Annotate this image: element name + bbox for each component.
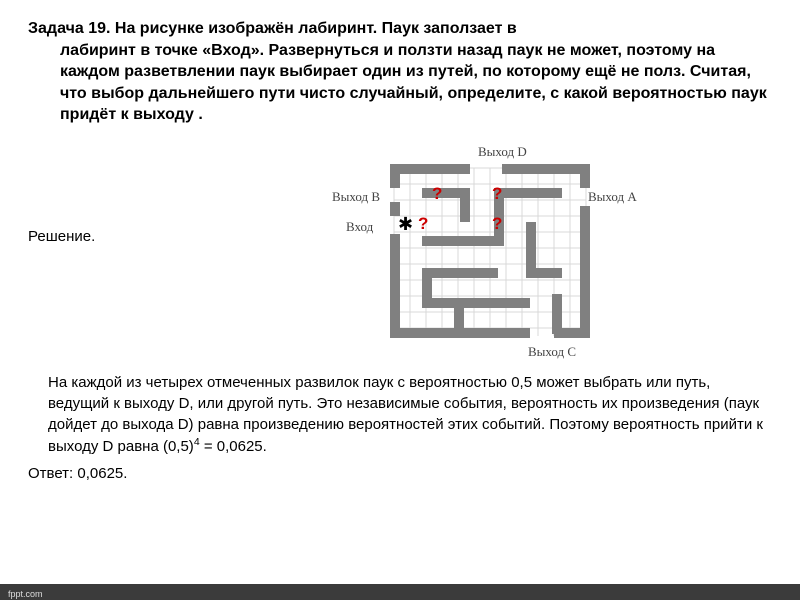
explanation-main: На каждой из четырех отмеченных развилок… — [48, 374, 763, 455]
problem-statement: Задача 19. На рисунке изображён лабиринт… — [28, 18, 772, 126]
slide: Задача 19. На рисунке изображён лабиринт… — [0, 0, 800, 600]
problem-rest: лабиринт в точке «Вход». Развернуться и … — [28, 40, 772, 126]
label-exit-a: Выход A — [588, 189, 637, 205]
label-exit-c: Выход C — [528, 344, 576, 360]
answer-line: Ответ: 0,0625. — [28, 465, 772, 482]
solution-label: Решение. — [28, 228, 95, 245]
middle-row: Решение. Выход D Выход B Выход A Вход Вы… — [28, 144, 772, 364]
branch-mark-3: ? — [418, 214, 428, 234]
label-entrance: Вход — [346, 219, 373, 235]
maze-svg — [298, 144, 658, 364]
maze-diagram: Выход D Выход B Выход A Вход Выход C — [298, 144, 658, 364]
problem-title-line: Задача 19. На рисунке изображён лабиринт… — [28, 20, 517, 37]
branch-mark-2: ? — [492, 184, 502, 204]
footer-bar: fppt.com — [0, 584, 800, 600]
footer-text: fppt.com — [0, 589, 43, 599]
spider-icon: ✱ — [398, 215, 413, 233]
label-exit-d: Выход D — [478, 144, 527, 160]
explanation-tail: = 0,0625. — [200, 438, 267, 455]
branch-mark-4: ? — [492, 214, 502, 234]
branch-mark-1: ? — [432, 184, 442, 204]
label-exit-b: Выход B — [332, 189, 380, 205]
explanation: На каждой из четырех отмеченных развилок… — [28, 372, 772, 457]
